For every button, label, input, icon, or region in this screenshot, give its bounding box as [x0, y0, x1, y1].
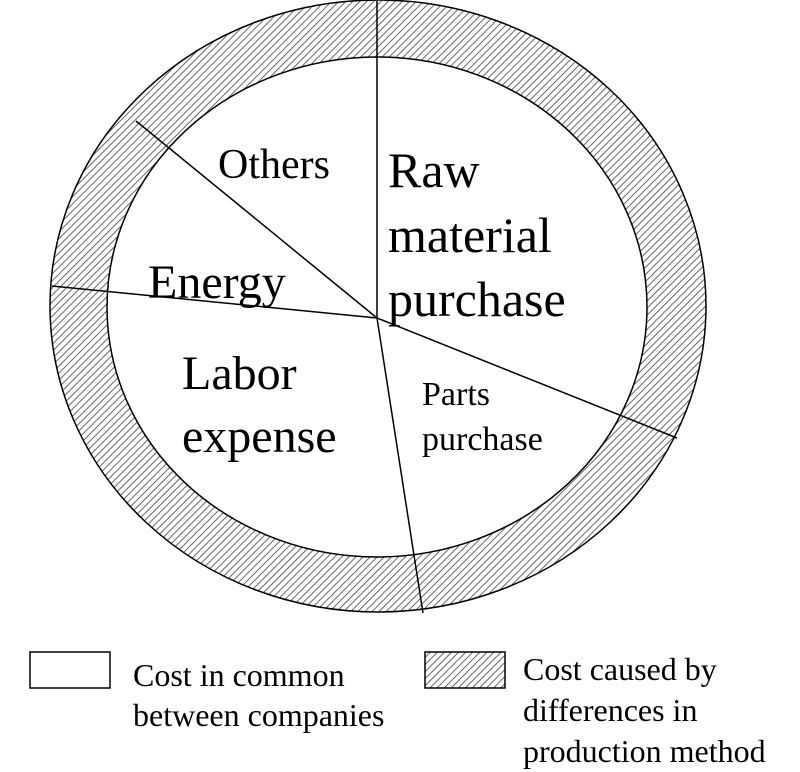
- segment-label-labor-2: expense: [182, 410, 337, 463]
- legend-label-differences-1: Cost caused by: [523, 651, 717, 687]
- legend-swatch-differences: [424, 651, 506, 689]
- divider-upper-left: [135, 120, 378, 319]
- legend-label-common-2: between companies: [133, 697, 384, 733]
- legend: Cost in common between companies Cost ca…: [29, 651, 766, 769]
- divider-lower-right: [376, 317, 678, 439]
- legend-label-differences-2: differences in: [523, 692, 697, 728]
- segment-label-energy: Energy: [148, 256, 286, 309]
- segment-label-parts-2: purchase: [422, 421, 543, 458]
- segment-label-raw-2: material: [388, 207, 552, 263]
- divider-left: [51, 285, 378, 319]
- segment-label-raw-3: purchase: [388, 271, 566, 327]
- legend-label-differences-3: production method: [523, 733, 766, 769]
- segment-label-labor-1: Labor: [182, 347, 297, 400]
- legend-swatch-common: [29, 651, 111, 689]
- segment-label-parts-1: Parts: [422, 376, 490, 413]
- divider-bottom: [376, 317, 424, 614]
- segment-label-raw-1: Raw: [388, 142, 480, 198]
- legend-label-common-1: Cost in common: [133, 657, 345, 693]
- segment-label-others: Others: [218, 142, 330, 188]
